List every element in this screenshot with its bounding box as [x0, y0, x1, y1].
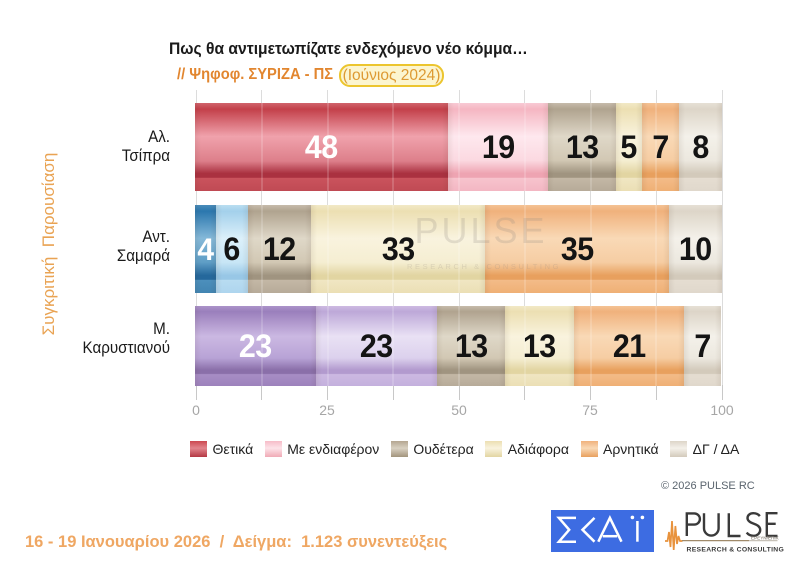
svg-text:RESEARCH & CONSULTING: RESEARCH & CONSULTING — [687, 547, 785, 554]
svg-text:ΕΡΕΥΝ/ΕΠΙΚ: ΕΡΕΥΝ/ΕΠΙΚ — [751, 536, 780, 541]
